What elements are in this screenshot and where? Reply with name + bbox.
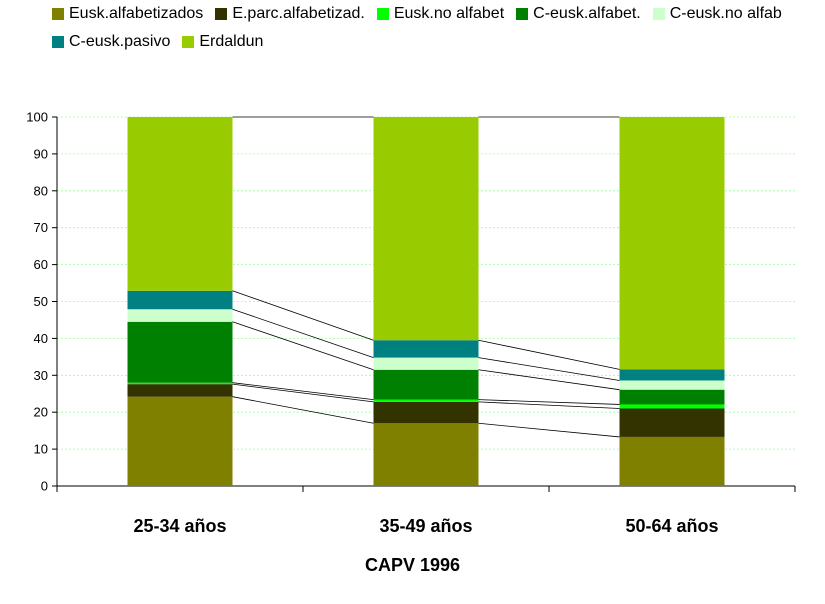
series-connector-line — [232, 290, 374, 341]
legend-swatch — [376, 8, 389, 20]
legend-label: Eusk.no alfabet — [393, 5, 505, 22]
bar-segment — [373, 401, 479, 424]
legend-swatch — [52, 8, 64, 20]
bar-segment — [619, 408, 725, 437]
bar-segment — [373, 117, 479, 341]
legend-item: C-eusk.no alfab — [652, 4, 782, 24]
y-tick-label: 20 — [34, 405, 48, 420]
bar-segment — [619, 117, 725, 370]
series-connector-line — [478, 339, 620, 370]
y-tick-label: 0 — [41, 479, 48, 494]
bar-segment — [127, 321, 233, 383]
legend-item: Eusk.alfabetizados — [52, 4, 203, 24]
legend-swatch — [652, 8, 665, 20]
legend-item: C-eusk.pasivo — [52, 32, 170, 52]
legend-item: Eusk.no alfabet — [376, 4, 505, 24]
bar-segment — [619, 389, 725, 405]
bar-segment — [127, 290, 233, 310]
series-connector-line — [478, 357, 620, 381]
y-tick-label: 60 — [34, 257, 48, 272]
y-tick-label: 40 — [34, 331, 48, 346]
bar-segment — [619, 369, 725, 381]
bar-segment — [373, 357, 479, 370]
series-connector-line — [232, 308, 374, 358]
y-tick-label: 90 — [34, 146, 48, 161]
legend-label: C-eusk.alfabet. — [533, 5, 641, 22]
bar-segment — [619, 436, 725, 486]
chart-caption: CAPV 1996 — [364, 555, 461, 575]
series-connector-line — [232, 383, 374, 403]
bar-segment — [373, 369, 479, 400]
series-connector-line — [478, 401, 620, 409]
legend-label: E.parc.alfabetizad. — [232, 5, 365, 22]
bar-segment — [127, 309, 233, 322]
y-tick-label: 30 — [34, 368, 48, 383]
legend-swatch — [516, 8, 529, 20]
legend-swatch — [215, 8, 228, 20]
bar-segment — [127, 117, 233, 291]
y-tick-label: 80 — [34, 183, 48, 198]
bar-segment — [127, 382, 233, 385]
series-connector-line — [232, 382, 374, 401]
legend-label: Eusk.alfabetizados — [69, 5, 204, 22]
y-tick-label: 50 — [34, 294, 48, 309]
bar-segment — [373, 340, 479, 358]
legend-label: C-eusk.pasivo — [69, 33, 171, 50]
y-tick-label: 70 — [34, 220, 48, 235]
legend-label: C-eusk.no alfab — [669, 5, 782, 22]
legend-label: Erdaldun — [199, 33, 264, 50]
series-connector-line — [478, 399, 620, 405]
bar-segment — [373, 423, 479, 486]
legend-swatch — [52, 36, 64, 48]
series-connector-line — [478, 422, 620, 438]
series-connector-line — [232, 321, 374, 371]
y-tick-label: 100 — [26, 110, 48, 125]
legend: Eusk.alfabetizados E.parc.alfabetizad. Eus… — [52, 4, 812, 52]
legend-item: C-eusk.alfabet. — [516, 4, 641, 24]
series-connector-line — [232, 396, 374, 424]
bar-segment — [619, 404, 725, 409]
legend-item: E.parc.alfabetizad. — [215, 4, 365, 24]
legend-swatch — [182, 36, 195, 48]
series-connector-line — [478, 369, 620, 391]
x-category-label: 50-64 años — [625, 516, 718, 536]
bar-segment — [619, 380, 725, 390]
x-category-label: 35-49 años — [379, 516, 472, 536]
legend-item: Erdaldun — [182, 32, 263, 52]
bar-segment — [127, 396, 233, 486]
x-category-label: 25-34 años — [133, 516, 226, 536]
bar-segment — [373, 399, 479, 402]
y-tick-label: 10 — [34, 442, 48, 457]
bar-segment — [127, 384, 233, 397]
